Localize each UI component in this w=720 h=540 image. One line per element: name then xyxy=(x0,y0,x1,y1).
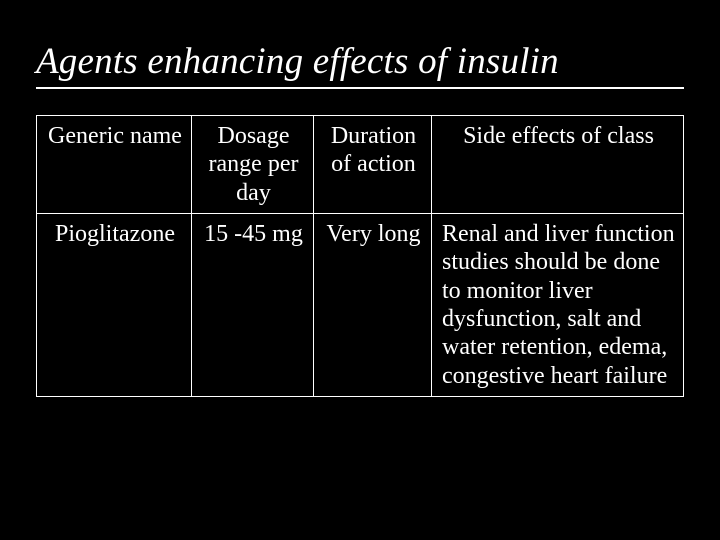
page-title: Agents enhancing effects of insulin xyxy=(36,40,684,83)
cell-side-effects: Renal and liver function studies should … xyxy=(432,213,684,396)
table-header-row: Generic name Dosage range per day Durati… xyxy=(37,116,684,214)
col-header-duration: Duration of action xyxy=(314,116,432,214)
cell-generic-name: Pioglitazone xyxy=(37,213,192,396)
cell-duration: Very long xyxy=(314,213,432,396)
title-underline xyxy=(36,87,684,89)
col-header-side-effects: Side effects of class xyxy=(432,116,684,214)
cell-dosage: 15 -45 mg xyxy=(192,213,314,396)
table-row: Pioglitazone 15 -45 mg Very long Renal a… xyxy=(37,213,684,396)
col-header-generic-name: Generic name xyxy=(37,116,192,214)
col-header-dosage: Dosage range per day xyxy=(192,116,314,214)
drug-table: Generic name Dosage range per day Durati… xyxy=(36,115,684,397)
